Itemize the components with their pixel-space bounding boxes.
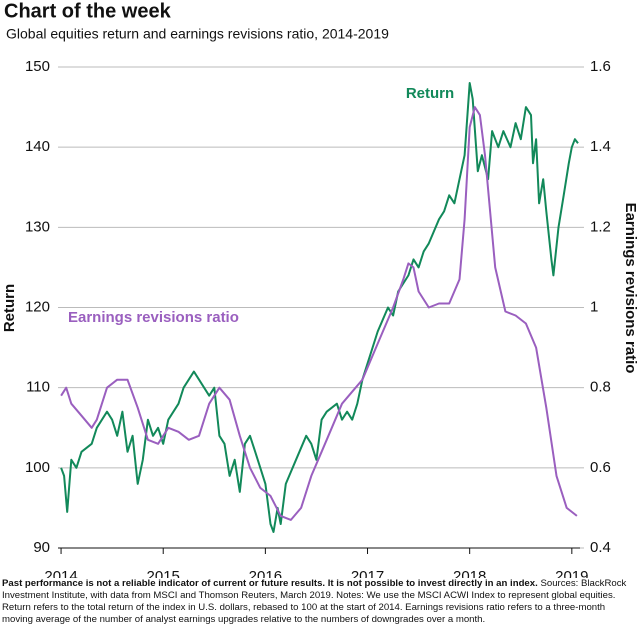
chart: Chart of the week Global equities return… <box>1 0 639 578</box>
y2-tick-label: 0.6 <box>590 459 611 476</box>
chart-title: Chart of the week <box>4 0 172 22</box>
series-label: Earnings revisions ratio <box>68 309 239 326</box>
y-tick-label: 100 <box>25 459 50 476</box>
x-tick-label: 2014 <box>44 568 77 578</box>
y2-axis-title: Earnings revisions ratio <box>622 203 639 374</box>
x-tick-label: 2019 <box>555 568 588 578</box>
footnote-text: Sources: BlackRock Investment Institute,… <box>2 578 627 625</box>
y-tick-label: 140 <box>25 138 50 155</box>
footnote: Past performance is not a reliable indic… <box>2 578 638 626</box>
y-tick-label: 130 <box>25 218 50 235</box>
chart-subtitle: Global equities return and earnings revi… <box>6 26 389 42</box>
y2-tick-label: 1.4 <box>590 138 611 155</box>
footnote-bold: Past performance is not a reliable indic… <box>2 578 538 589</box>
y2-tick-label: 0.4 <box>590 539 611 556</box>
y2-tick-label: 1.2 <box>590 218 611 235</box>
x-tick-label: 2018 <box>453 568 486 578</box>
x-tick-label: 2016 <box>249 568 282 578</box>
y2-tick-label: 0.8 <box>590 379 611 396</box>
y-tick-label: 120 <box>25 298 50 315</box>
series-line <box>60 82 579 533</box>
x-tick-label: 2015 <box>147 568 180 578</box>
y-tick-label: 90 <box>33 539 50 556</box>
series-line <box>60 106 578 521</box>
y2-tick-label: 1.6 <box>590 58 611 75</box>
y-axis-title: Return <box>1 284 18 332</box>
y-tick-label: 110 <box>26 379 50 396</box>
x-tick-label: 2017 <box>351 568 384 578</box>
y-tick-label: 150 <box>25 58 50 75</box>
series-label: Return <box>406 85 454 102</box>
y2-tick-label: 1 <box>590 298 598 315</box>
